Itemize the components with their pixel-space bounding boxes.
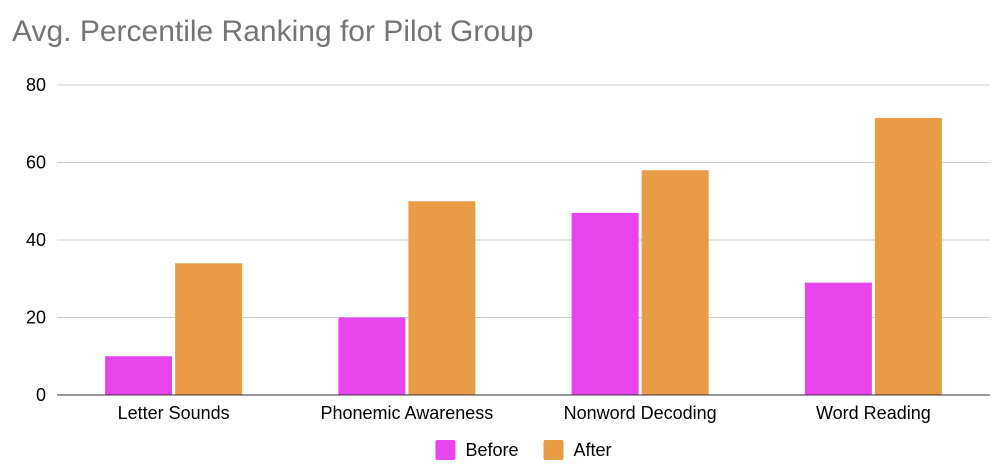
bar-after-word-reading <box>874 117 942 395</box>
bar-before-word-reading <box>804 282 872 395</box>
legend-label: After <box>574 440 612 460</box>
x-tick-label: Word Reading <box>816 403 931 423</box>
legend: Before After <box>435 440 612 460</box>
bar-after-phonemic-awareness <box>408 201 476 395</box>
bar-after-letter-sounds <box>175 263 243 395</box>
bar-after-nonword-decoding <box>641 170 709 395</box>
y-tick-label: 0 <box>36 385 46 405</box>
y-tick-label: 40 <box>26 230 46 250</box>
legend-item-after: After <box>543 440 612 460</box>
y-tick-label: 80 <box>26 75 46 95</box>
x-tick-label: Phonemic Awareness <box>320 403 493 423</box>
legend-swatch <box>543 440 564 460</box>
legend-label: Before <box>465 440 518 460</box>
chart-title: Avg. Percentile Ranking for Pilot Group <box>12 15 533 48</box>
x-tick-label: Letter Sounds <box>118 403 230 423</box>
bars <box>105 117 942 395</box>
bar-before-letter-sounds <box>105 356 173 395</box>
legend-item-before: Before <box>435 440 519 460</box>
y-tick-label: 60 <box>26 153 46 173</box>
x-axis-ticks: Letter Sounds Phonemic Awareness Nonword D… <box>118 403 931 423</box>
bar-before-phonemic-awareness <box>338 317 406 395</box>
bar-before-nonword-decoding <box>571 212 639 395</box>
y-axis-ticks: 0 20 40 60 80 <box>26 75 46 405</box>
legend-swatch <box>435 440 456 460</box>
y-tick-label: 20 <box>26 308 46 328</box>
x-tick-label: Nonword Decoding <box>564 403 717 423</box>
